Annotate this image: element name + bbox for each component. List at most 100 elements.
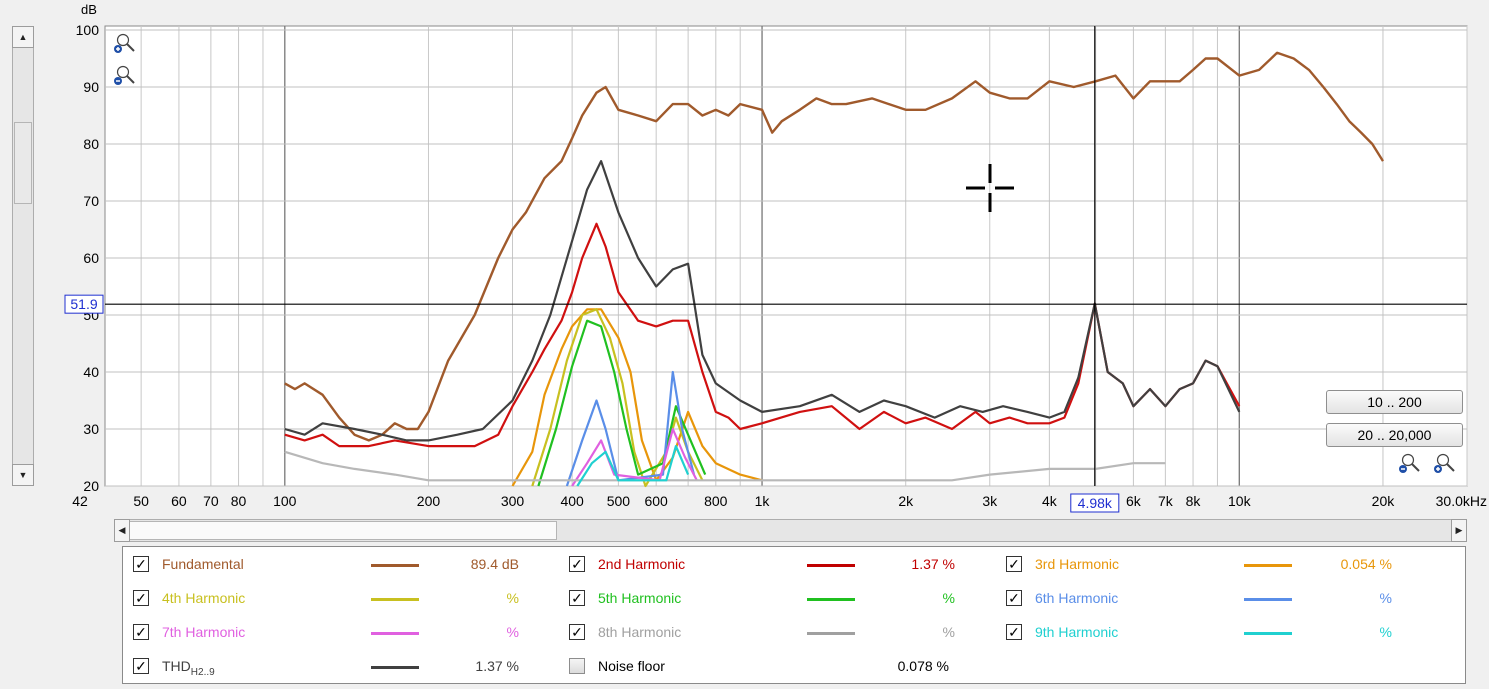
- legend-value: %: [506, 590, 519, 606]
- checkbox-4th-harmonic[interactable]: ✓: [133, 590, 149, 606]
- scroll-down-button[interactable]: ▼: [12, 464, 34, 486]
- x-tick-label: 70: [203, 493, 219, 509]
- range-10-200-button[interactable]: 10 .. 200: [1326, 390, 1463, 414]
- series-line-thd: [284, 160, 1241, 442]
- legend-label: Noise floor: [598, 658, 665, 674]
- x-tick-label: 500: [607, 493, 631, 509]
- legend-swatch-line: [807, 564, 855, 567]
- legend-label-subscript: H2..9: [190, 666, 215, 678]
- checkbox-9th-harmonic[interactable]: ✓: [1006, 624, 1022, 640]
- legend-swatch-line: [371, 666, 419, 669]
- checkbox-2nd-harmonic[interactable]: ✓: [569, 556, 585, 572]
- x-tick-label: 600: [644, 493, 668, 509]
- x-tick-label: 300: [501, 493, 525, 509]
- y-tick-label: 30: [83, 421, 99, 437]
- scroll-right-button[interactable]: ▶: [1451, 519, 1467, 542]
- legend-value: 89.4 dB: [470, 556, 519, 572]
- x-tick-label: 8k: [1186, 493, 1202, 509]
- y-tick-label: 20: [83, 478, 99, 494]
- x-tick-label: 50: [133, 493, 149, 509]
- y-tick-label: 100: [76, 22, 100, 38]
- y-tick-label: 40: [83, 364, 99, 380]
- series-line-7th-harmonic: [571, 427, 698, 487]
- checkbox-fundamental[interactable]: ✓: [133, 556, 149, 572]
- legend-swatch-line: [1244, 632, 1292, 635]
- legend-label-text: 2nd Harmonic: [598, 556, 686, 572]
- legend-label: 6th Harmonic: [1035, 590, 1118, 606]
- legend-swatch-line: [1244, 598, 1292, 601]
- zoom-in-y-icon[interactable]: [114, 33, 135, 54]
- range-20-20000-button[interactable]: 20 .. 20,000: [1326, 423, 1463, 447]
- scroll-left-button[interactable]: ◀: [114, 519, 130, 542]
- checkbox-8th-harmonic[interactable]: ✓: [569, 624, 585, 640]
- crosshair-pointer-icon: [966, 164, 1014, 212]
- legend-label-text: THD: [162, 658, 191, 674]
- legend-value: %: [942, 590, 955, 606]
- x-tick-label: 1k: [755, 493, 771, 509]
- checkbox-6th-harmonic[interactable]: ✓: [1006, 590, 1022, 606]
- vertical-scrollbar[interactable]: [12, 26, 34, 486]
- legend-value: 0.054 %: [1340, 556, 1392, 572]
- x-tick-label: 60: [171, 493, 187, 509]
- legend-label-text: 8th Harmonic: [598, 624, 682, 640]
- legend-swatch-line: [371, 564, 419, 567]
- legend-value: %: [1379, 590, 1392, 606]
- x-tick-label: 20k: [1372, 493, 1396, 509]
- zoom-out-y-icon[interactable]: [114, 65, 135, 86]
- x-tick-label: 100: [273, 493, 297, 509]
- x-tick-label: 6k: [1126, 493, 1142, 509]
- cursor-x-readout-box: [1070, 493, 1120, 513]
- legend-label-text: Noise floor: [598, 658, 665, 674]
- legend-value: 1.37 %: [911, 556, 955, 572]
- checkbox-5th-harmonic[interactable]: ✓: [569, 590, 585, 606]
- series-line-8th-harmonic: [284, 450, 1166, 482]
- checkbox-thd[interactable]: ✓: [133, 658, 149, 674]
- series-line-3rd-harmonic: [511, 308, 763, 487]
- x-tick-label: 4k: [1042, 493, 1058, 509]
- horizontal-scroll-thumb[interactable]: [129, 521, 557, 540]
- legend-swatch-line: [807, 632, 855, 635]
- legend-value: %: [506, 624, 519, 640]
- cursor-y-readout: 51.9: [70, 296, 97, 312]
- cursor-x-readout: 4.98k: [1078, 495, 1113, 511]
- y-tick-label: 90: [83, 79, 99, 95]
- legend-label: 7th Harmonic: [162, 624, 245, 640]
- legend-label: Fundamental: [162, 556, 244, 572]
- zoom-out-x-icon[interactable]: [1399, 453, 1420, 474]
- x-tick-label: 80: [231, 493, 247, 509]
- legend-label: 9th Harmonic: [1035, 624, 1118, 640]
- x-tick-label: 800: [704, 493, 728, 509]
- cursor-y-readout-box: [64, 294, 104, 314]
- x-tick-label: 2k: [898, 493, 914, 509]
- legend-label-text: 7th Harmonic: [162, 624, 246, 640]
- x-tick-label: 42: [72, 493, 88, 509]
- checkbox-noise-floor[interactable]: [569, 658, 585, 674]
- legend-label-text: 6th Harmonic: [1035, 590, 1119, 606]
- legend-label-text: Fundamental: [162, 556, 244, 572]
- legend-value: %: [1379, 624, 1392, 640]
- legend-swatch-line: [371, 632, 419, 635]
- legend-swatch-line: [1244, 564, 1292, 567]
- legend-value: 0.078 %: [897, 658, 949, 674]
- legend-value: %: [942, 624, 955, 640]
- horizontal-scrollbar[interactable]: [114, 519, 1467, 542]
- zoom-in-x-icon[interactable]: [1434, 453, 1455, 474]
- scroll-up-button[interactable]: ▲: [12, 26, 34, 48]
- legend-swatch-line: [807, 598, 855, 601]
- legend-label-text: 5th Harmonic: [598, 590, 682, 606]
- legend-label-text: 4th Harmonic: [162, 590, 246, 606]
- x-tick-label: 30.0kHz: [1436, 493, 1487, 509]
- checkbox-7th-harmonic[interactable]: ✓: [133, 624, 149, 640]
- legend-label: 2nd Harmonic: [598, 556, 685, 572]
- legend-label: THDH2..9: [162, 658, 215, 678]
- legend-label: 8th Harmonic: [598, 624, 681, 640]
- y-tick-label: 70: [83, 193, 99, 209]
- series-line-fundamental: [284, 51, 1385, 442]
- x-tick-label: 200: [417, 493, 441, 509]
- checkbox-3rd-harmonic[interactable]: ✓: [1006, 556, 1022, 572]
- vertical-scroll-thumb[interactable]: [14, 122, 32, 204]
- legend-label: 3rd Harmonic: [1035, 556, 1119, 572]
- series-line-4th-harmonic: [531, 308, 704, 488]
- x-tick-label: 10k: [1228, 493, 1252, 509]
